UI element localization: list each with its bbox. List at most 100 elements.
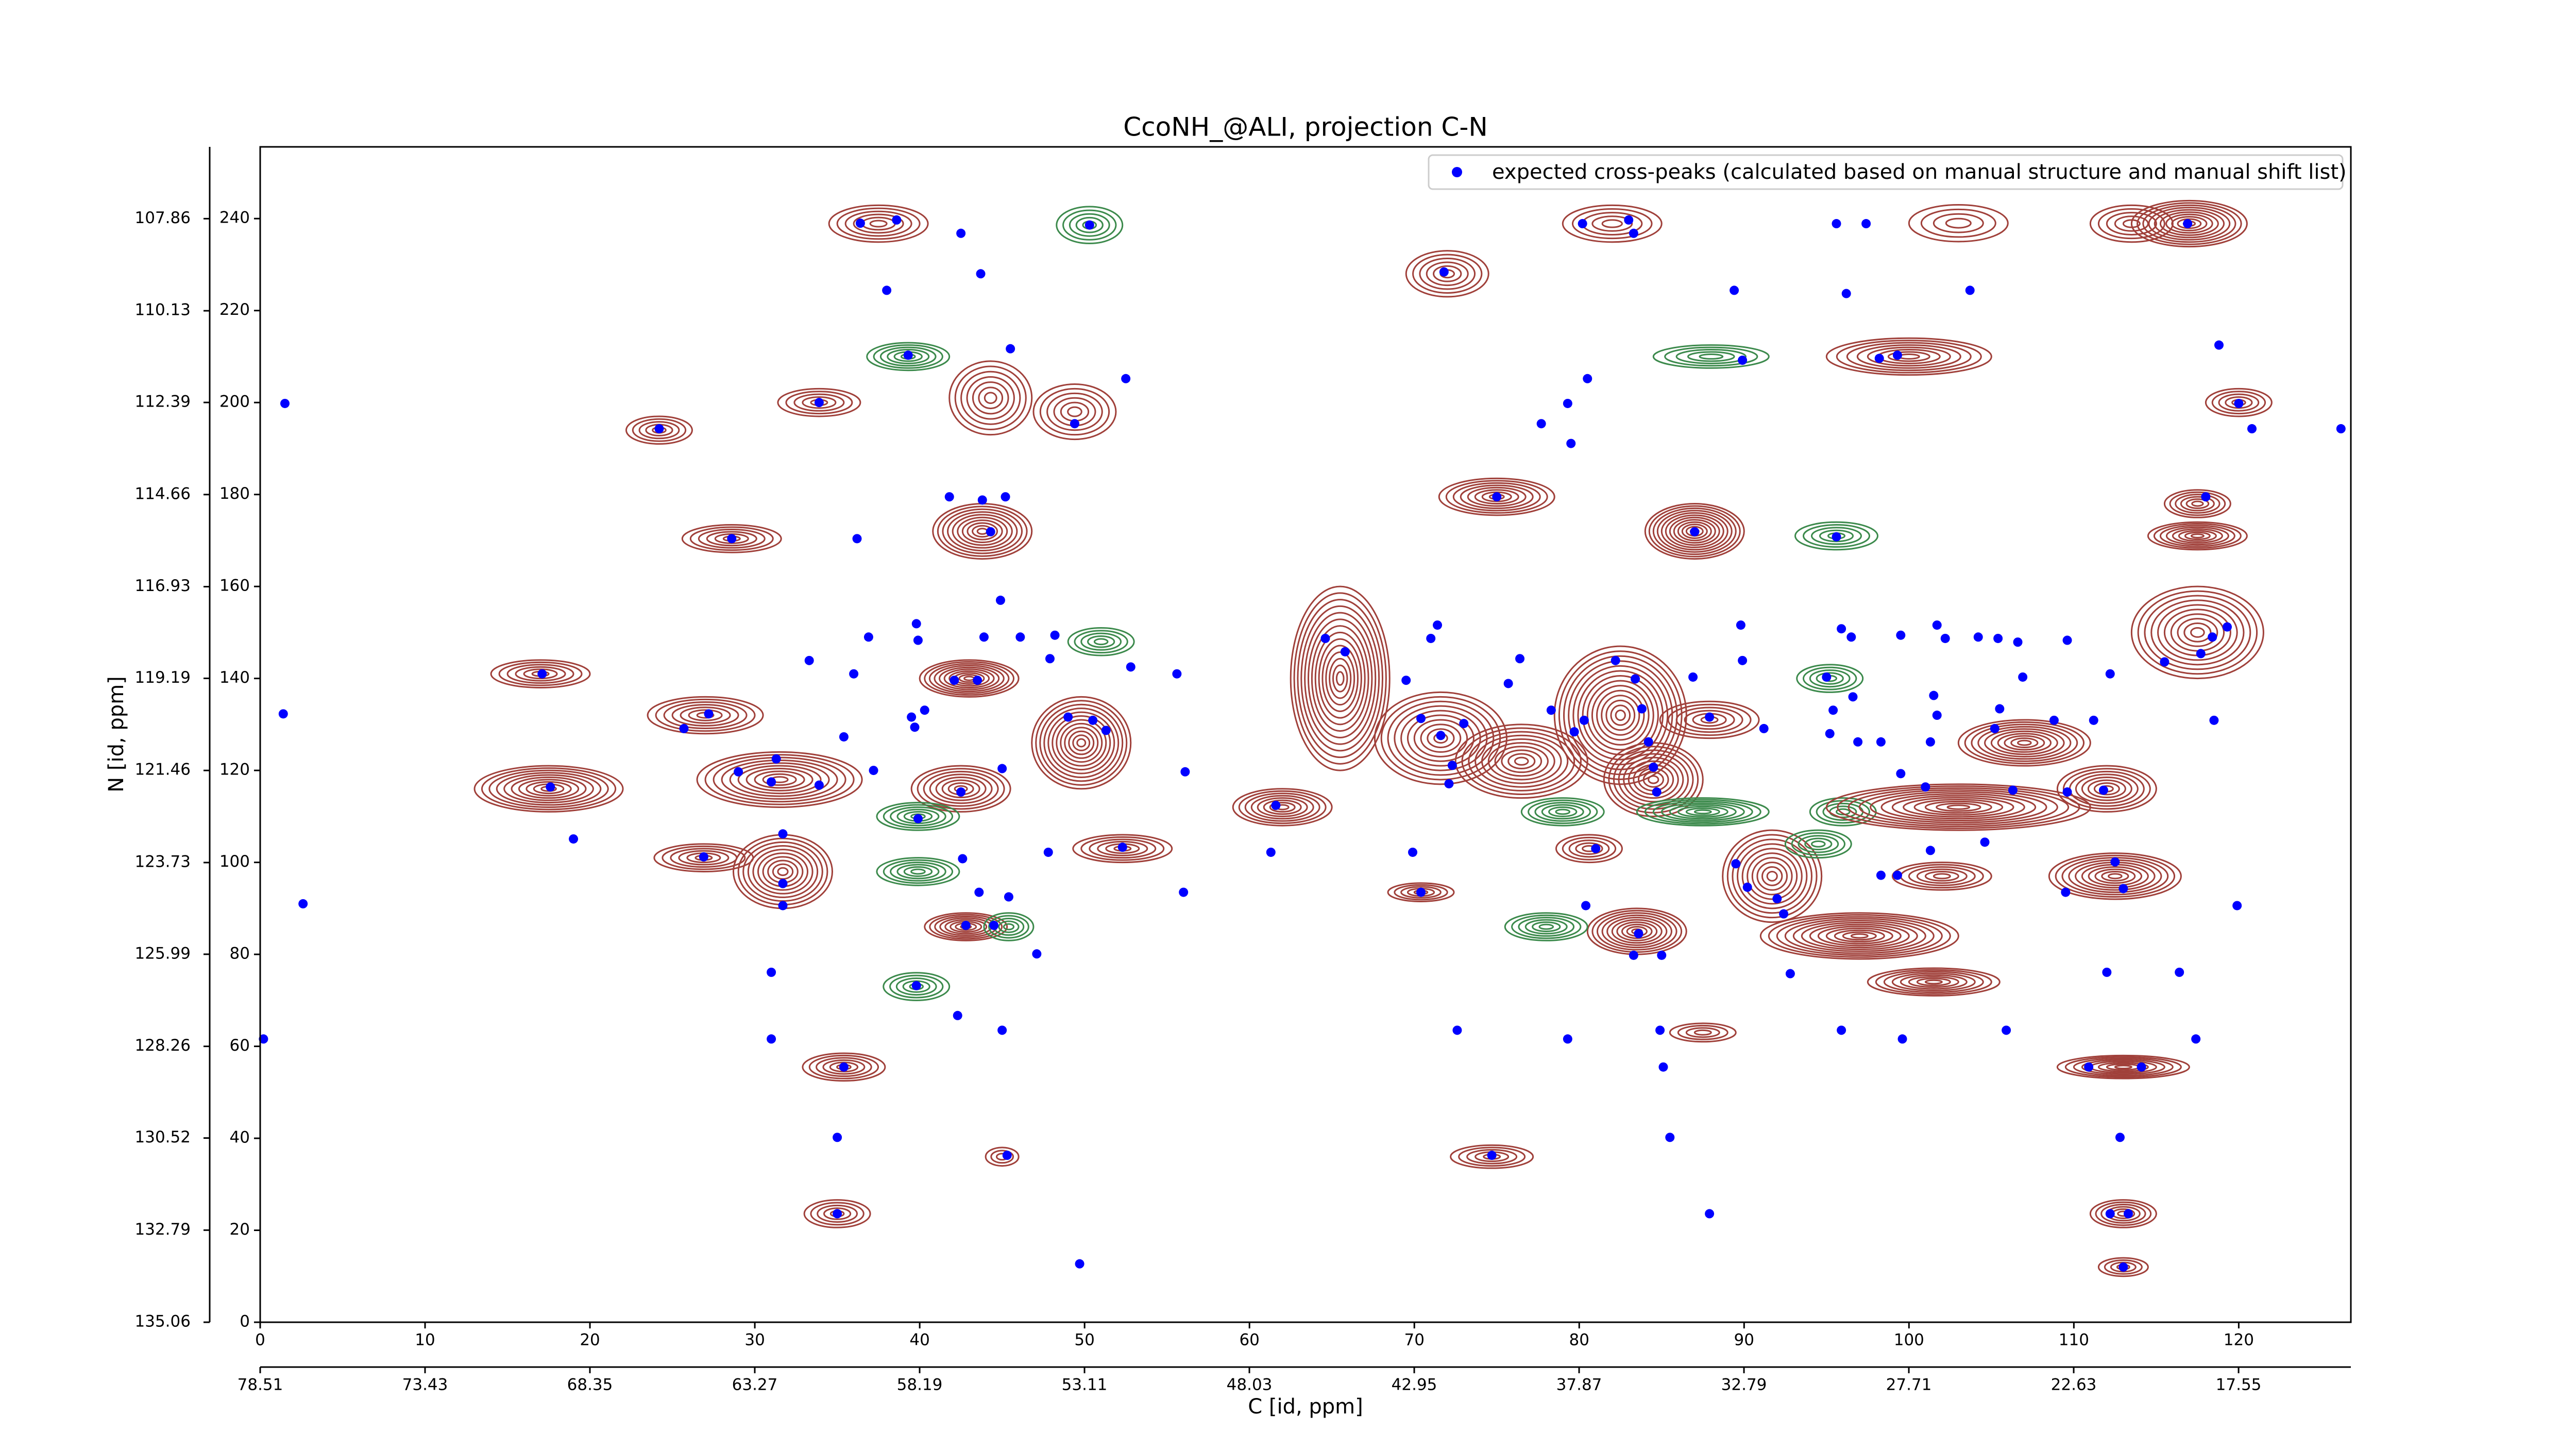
cross-peak <box>920 705 929 715</box>
contour-level <box>1501 749 1543 773</box>
contour-level <box>828 204 929 243</box>
contour-level <box>2089 204 2174 243</box>
contour-level <box>698 528 766 549</box>
contour-level <box>1591 215 1633 232</box>
cross-peak <box>1492 492 1502 502</box>
contour-level <box>879 346 937 367</box>
cross-peak <box>958 854 968 864</box>
contour-level <box>960 370 1021 425</box>
contour-level <box>653 843 754 872</box>
contour-level <box>1080 836 1165 861</box>
cross-peak <box>1993 633 2003 643</box>
contour-peak <box>647 696 764 735</box>
cross-peak <box>280 398 290 408</box>
cross-peak <box>2110 857 2120 867</box>
contour-level <box>1792 920 1926 952</box>
contour-peak <box>1644 503 1745 560</box>
y2-tick-label: 123.73 <box>135 852 191 871</box>
contour-level <box>1736 843 1808 909</box>
contour-level <box>670 848 738 868</box>
cross-peak <box>973 676 982 685</box>
contour-peak <box>777 387 861 417</box>
contour-level <box>1553 645 1687 785</box>
x2-tick-label: 48.03 <box>1227 1376 1273 1394</box>
cross-peak <box>1846 632 1856 642</box>
contour-level <box>473 765 624 813</box>
x2-tick-label: 27.71 <box>1886 1376 1932 1394</box>
contour-level <box>1293 592 1387 765</box>
y-tick-label: 100 <box>219 852 250 871</box>
contour-level <box>1946 804 1971 810</box>
cross-peak <box>804 655 814 665</box>
contour-level <box>1659 700 1760 739</box>
contour-level <box>1628 760 1679 799</box>
contour-level <box>1032 383 1117 441</box>
cross-peak <box>1121 374 1131 383</box>
contour-level <box>1413 719 1468 757</box>
x-tick-label: 110 <box>2059 1331 2089 1350</box>
contour-peak <box>1796 664 1864 693</box>
cross-peak <box>2209 715 2219 725</box>
contour-level <box>1648 775 1659 784</box>
cross-peak <box>1045 654 1055 664</box>
cross-peak <box>2137 1062 2146 1072</box>
x-tick-label: 40 <box>909 1331 929 1350</box>
contour-peak <box>2130 199 2248 248</box>
y-tick-label: 0 <box>240 1312 250 1331</box>
cross-peak <box>767 967 776 977</box>
cross-peak <box>1433 620 1443 630</box>
cross-peak <box>734 767 743 777</box>
cross-peak <box>1447 761 1457 770</box>
y-tick-label: 200 <box>219 393 250 411</box>
contour-level <box>1097 840 1148 856</box>
contour-level <box>1591 685 1650 746</box>
cross-peak <box>546 782 555 792</box>
contour-level <box>1039 703 1124 782</box>
contour-level <box>1300 605 1380 752</box>
cross-peak <box>767 1034 776 1044</box>
contour-peak <box>681 524 782 553</box>
contour-level <box>1412 254 1483 294</box>
contour-level <box>2093 782 2120 796</box>
cross-peak <box>1736 620 1745 630</box>
cross-peak <box>1629 950 1638 960</box>
contour-level <box>1924 979 1943 985</box>
contour-level <box>638 421 680 440</box>
cross-peak <box>1921 782 1930 792</box>
y-tick-label: 120 <box>219 761 250 779</box>
contour-level <box>1487 742 1555 781</box>
cross-peak <box>911 981 921 990</box>
cross-peak <box>2018 672 2028 682</box>
contour-level <box>1891 795 2025 820</box>
contour-level <box>1438 477 1555 516</box>
cross-peak <box>569 834 579 844</box>
cross-peak <box>1995 704 2005 714</box>
contour-level <box>954 365 1027 430</box>
cross-peak <box>654 424 664 434</box>
cross-peak <box>2336 424 2346 434</box>
contour-level <box>952 514 1013 549</box>
contour-level <box>1400 886 1442 899</box>
contour-level <box>1887 351 1930 362</box>
contour-level <box>1665 514 1724 548</box>
contour-level <box>1548 806 1578 817</box>
contour-level <box>2190 533 2205 538</box>
cross-peak <box>849 669 859 679</box>
axes: 0 10 20 30 40 50 60 70 80 90 100 110 120 78.51 73.43 68… <box>135 146 2352 1394</box>
contour-level <box>2073 1057 2174 1076</box>
contour-level <box>518 779 580 799</box>
contour-peak <box>1232 788 1333 827</box>
contour-peak <box>2048 852 2182 900</box>
cross-peak <box>1179 887 1189 897</box>
cross-peak <box>863 632 873 642</box>
contour-level <box>1846 342 1972 372</box>
cross-peak <box>1002 1151 1012 1160</box>
contour-level <box>1244 793 1320 822</box>
contour-peak <box>1825 337 1992 376</box>
contour-level <box>523 668 558 680</box>
y2-tick-label: 128.26 <box>135 1036 191 1055</box>
contour-level <box>481 767 617 811</box>
y2-tick-label: 114.66 <box>135 484 191 503</box>
cross-peak <box>1973 632 1983 642</box>
